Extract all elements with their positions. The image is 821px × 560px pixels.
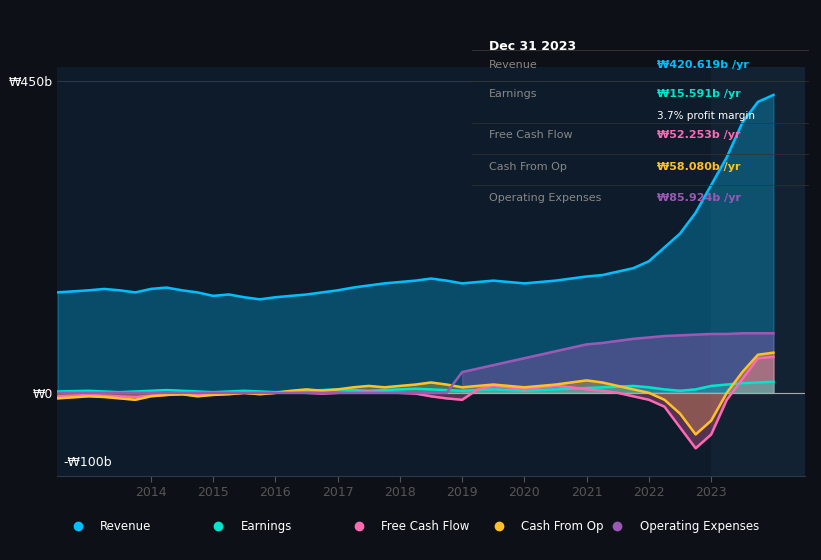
Bar [711, 67, 805, 476]
Text: ₩15.591b /yr: ₩15.591b /yr [658, 90, 741, 99]
Text: ₩52.253b /yr: ₩52.253b /yr [658, 130, 741, 141]
Text: Earnings: Earnings [241, 520, 292, 533]
Text: Operating Expenses: Operating Expenses [489, 193, 601, 203]
Text: 3.7% profit margin: 3.7% profit margin [658, 111, 755, 121]
Text: Revenue: Revenue [100, 520, 152, 533]
Text: ₩85.924b /yr: ₩85.924b /yr [658, 193, 741, 203]
Text: Operating Expenses: Operating Expenses [640, 520, 759, 533]
Text: -₩100b: -₩100b [64, 456, 112, 469]
Text: Revenue: Revenue [489, 60, 538, 70]
Text: ₩420.619b /yr: ₩420.619b /yr [658, 60, 749, 70]
Text: Free Cash Flow: Free Cash Flow [489, 130, 572, 141]
Text: Cash From Op: Cash From Op [521, 520, 603, 533]
Text: Earnings: Earnings [489, 90, 538, 99]
Text: Free Cash Flow: Free Cash Flow [381, 520, 470, 533]
Text: Dec 31 2023: Dec 31 2023 [489, 40, 576, 53]
Text: Cash From Op: Cash From Op [489, 162, 566, 172]
Text: ₩58.080b /yr: ₩58.080b /yr [658, 162, 741, 172]
